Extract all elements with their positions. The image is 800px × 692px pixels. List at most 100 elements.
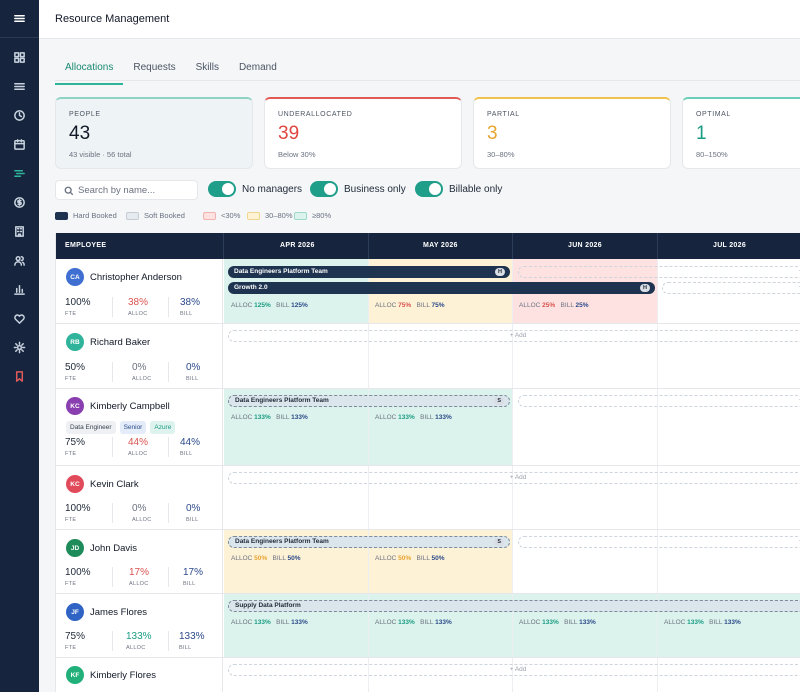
hard-badge: H bbox=[640, 284, 650, 292]
avatar: KC bbox=[66, 475, 84, 493]
assignment-bar[interactable]: Data Engineers Platform Team S bbox=[228, 395, 510, 407]
table-row[interactable]: KC Kimberly Campbell Data Engineer Senio… bbox=[56, 389, 800, 466]
avatar: JF bbox=[66, 603, 84, 621]
bill-stat: 44% BILL bbox=[180, 437, 201, 457]
assignment-bar[interactable]: Data Engineers Platform Team S bbox=[228, 536, 510, 548]
nav-chart-icon[interactable] bbox=[0, 275, 39, 304]
month-alloc: ALLOC 25% BILL 25% bbox=[519, 302, 589, 309]
add-assignment-button[interactable]: + bbox=[518, 536, 800, 548]
card-partial[interactable]: PARTIAL 3 30–80% bbox=[473, 97, 671, 169]
add-assignment-button[interactable]: + Add bbox=[228, 664, 800, 676]
employee-name[interactable]: Kimberly Flores bbox=[90, 670, 156, 681]
table-row[interactable]: JF James Flores 75% FTE 133% ALLOC 133% BIL… bbox=[56, 594, 800, 658]
toggle-no-managers[interactable]: No managers bbox=[208, 181, 302, 197]
search-box bbox=[55, 180, 198, 200]
card-optimal[interactable]: OPTIMAL 1 80–150% bbox=[682, 97, 800, 169]
month-alloc: ALLOC 133% BILL 133% bbox=[375, 414, 452, 421]
tab-divider bbox=[55, 80, 800, 81]
card-value: 39 bbox=[278, 123, 300, 144]
employee-cell: JF James Flores 75% FTE 133% ALLOC 133% BIL… bbox=[56, 594, 223, 657]
legend-label: Hard Booked bbox=[73, 211, 117, 220]
employee-name[interactable]: Richard Baker bbox=[90, 337, 151, 348]
card-label: OPTIMAL bbox=[696, 111, 731, 118]
nav-heart-icon[interactable] bbox=[0, 304, 39, 333]
add-assignment-button[interactable]: + Add bbox=[228, 472, 800, 484]
nav-allocations-icon[interactable] bbox=[0, 159, 39, 188]
toggle-label: Business only bbox=[344, 183, 406, 195]
employee-name[interactable]: James Flores bbox=[90, 607, 148, 618]
nav-bookmark-icon[interactable] bbox=[0, 362, 39, 391]
nav-users-icon[interactable] bbox=[0, 246, 39, 275]
toggle-switch[interactable] bbox=[310, 181, 338, 197]
nav-calendar-icon[interactable] bbox=[0, 130, 39, 159]
search-icon bbox=[64, 186, 74, 196]
nav-clock-icon[interactable] bbox=[0, 101, 39, 130]
nav-gear-icon[interactable] bbox=[0, 333, 39, 362]
card-sub: 43 visible · 56 total bbox=[69, 150, 132, 159]
card-sub: 80–150% bbox=[696, 150, 728, 159]
add-assignment-button[interactable]: + bbox=[518, 266, 800, 278]
employee-name[interactable]: Kevin Clark bbox=[90, 479, 139, 490]
fte-stat: 75% FTE bbox=[65, 437, 86, 457]
card-people[interactable]: PEOPLE 43 43 visible · 56 total bbox=[55, 97, 253, 169]
assignment-bar[interactable]: Supply Data Platform bbox=[228, 600, 800, 612]
month-alloc: ALLOC 133% BILL 133% bbox=[231, 619, 308, 626]
tab-requests[interactable]: Requests bbox=[133, 62, 176, 73]
page-title: Resource Management bbox=[55, 13, 170, 25]
card-value: 3 bbox=[487, 123, 498, 144]
toggle-switch[interactable] bbox=[415, 181, 443, 197]
search-input[interactable] bbox=[78, 184, 193, 197]
toggle-business-only[interactable]: Business only bbox=[310, 181, 406, 197]
card-label: UNDERALLOCATED bbox=[278, 111, 353, 118]
skill-tag: Senior bbox=[119, 421, 147, 434]
tab-allocations[interactable]: Allocations bbox=[55, 58, 124, 85]
assignment-bar[interactable]: Data Engineers Platform Team H bbox=[228, 266, 510, 278]
nav-dollar-icon[interactable] bbox=[0, 188, 39, 217]
nav-building-icon[interactable] bbox=[0, 217, 39, 246]
nav-list-icon[interactable] bbox=[0, 72, 39, 101]
table-row[interactable]: JD John Davis 100% FTE 17% ALLOC 17% BILL D… bbox=[56, 530, 800, 594]
hard-badge: H bbox=[495, 268, 505, 276]
avatar: JD bbox=[66, 539, 84, 557]
fte-stat: 100% FTE bbox=[65, 567, 91, 587]
alloc-stat: 0% ALLOC bbox=[132, 362, 152, 382]
fte-stat: 100% FTE bbox=[65, 503, 91, 523]
employee-cell: KF Kimberly Flores bbox=[56, 658, 223, 692]
fte-stat: 75% FTE bbox=[65, 631, 86, 651]
alloc-stat: 17% ALLOC bbox=[129, 567, 150, 587]
employee-name[interactable]: Christopher Anderson bbox=[90, 272, 182, 283]
menu-toggle[interactable] bbox=[0, 0, 39, 38]
month-header: JUL 2026 bbox=[713, 242, 747, 249]
bill-stat: 133% BILL bbox=[179, 631, 205, 651]
card-underallocated[interactable]: UNDERALLOCATED 39 Below 30% bbox=[264, 97, 462, 169]
skill-tag: Azure bbox=[150, 421, 176, 434]
add-assignment-button[interactable]: + Add bbox=[228, 330, 800, 342]
alloc-stat: 38% ALLOC bbox=[128, 297, 149, 317]
add-assignment-button[interactable]: + bbox=[662, 282, 800, 294]
add-assignment-button[interactable]: + bbox=[518, 395, 800, 407]
nav-dashboard-icon[interactable] bbox=[0, 43, 39, 72]
top-header: Resource Management bbox=[39, 0, 800, 39]
month-alloc: ALLOC 133% BILL 133% bbox=[231, 414, 308, 421]
card-sub: 30–80% bbox=[487, 150, 515, 159]
legend-partial: 30–80% bbox=[247, 211, 293, 220]
toggle-billable-only[interactable]: Billable only bbox=[415, 181, 502, 197]
table-row[interactable]: RB Richard Baker 50% FTE 0% ALLOC 0% BILL +… bbox=[56, 324, 800, 389]
employee-header: EMPLOYEE bbox=[65, 242, 107, 249]
employee-cell: RB Richard Baker 50% FTE 0% ALLOC 0% BILL bbox=[56, 324, 223, 388]
toggle-switch[interactable] bbox=[208, 181, 236, 197]
month-alloc: ALLOC 133% BILL 133% bbox=[664, 619, 741, 626]
month-header: MAY 2026 bbox=[423, 242, 458, 249]
table-row[interactable]: KC Kevin Clark 100% FTE 0% ALLOC 0% BILL + … bbox=[56, 466, 800, 530]
legend-soft-booked: Soft Booked bbox=[126, 211, 185, 220]
tab-skills[interactable]: Skills bbox=[195, 62, 219, 73]
assignment-bar[interactable]: Growth 2.0 H bbox=[228, 282, 655, 294]
table-row[interactable]: KF Kimberly Flores + Add bbox=[56, 658, 800, 692]
month-alloc: ALLOC 75% BILL 75% bbox=[375, 302, 445, 309]
tab-demand[interactable]: Demand bbox=[238, 62, 277, 73]
month-header: JUN 2026 bbox=[568, 242, 602, 249]
employee-name[interactable]: John Davis bbox=[90, 543, 137, 554]
employee-name[interactable]: Kimberly Campbell bbox=[90, 401, 170, 412]
table-row[interactable]: CA Christopher Anderson 100% FTE 38% ALLOC… bbox=[56, 259, 800, 324]
alloc-stat: 0% ALLOC bbox=[132, 503, 152, 523]
